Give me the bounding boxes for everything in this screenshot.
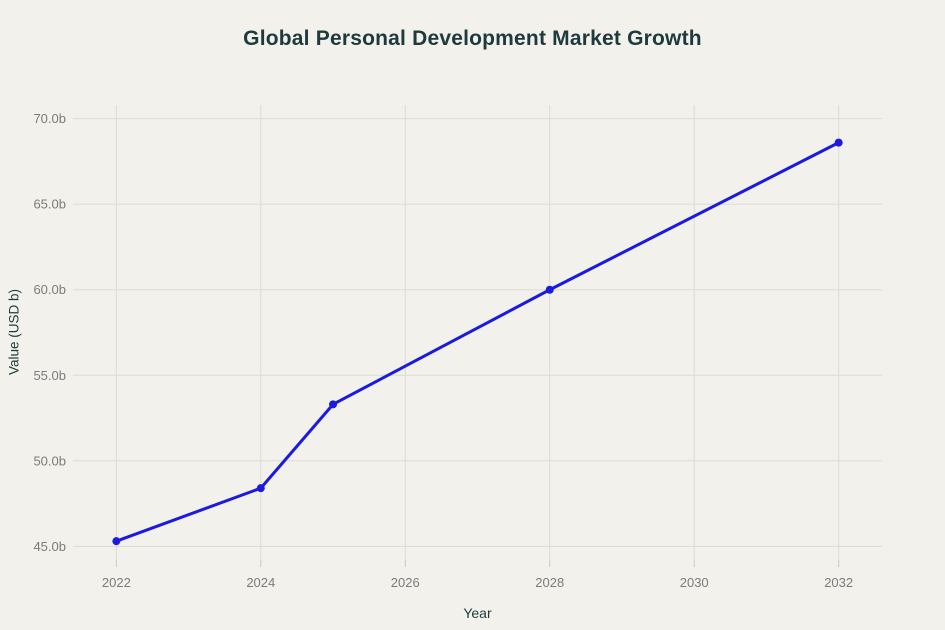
x-axis-tick-label: 2026 (391, 575, 420, 590)
y-axis-tick-label: 60.0b (33, 282, 66, 297)
data-point (256, 484, 265, 493)
y-axis-tick-label: 45.0b (33, 539, 66, 554)
x-axis-tick-label: 2028 (535, 575, 564, 590)
y-axis-title: Value (USD b) (6, 288, 22, 376)
y-axis-tick-label: 55.0b (33, 368, 66, 383)
trend-line (114, 141, 841, 543)
y-axis-tick-label: 65.0b (33, 197, 66, 212)
y-axis-tick-label: 50.0b (33, 453, 66, 468)
chart-title: Global Personal Development Market Growt… (243, 27, 702, 50)
x-axis-tick-label: 2030 (680, 575, 709, 590)
y-axis-tick-label: 70.0b (33, 111, 66, 126)
data-point (834, 138, 843, 147)
data-point (545, 285, 554, 294)
x-axis-title: Year (463, 605, 492, 621)
x-axis-tick-label: 2032 (824, 575, 853, 590)
data-point (329, 400, 338, 409)
x-axis-tick-label: 2024 (246, 575, 275, 590)
data-point (112, 537, 121, 546)
x-axis-tick-label: 2022 (102, 575, 131, 590)
